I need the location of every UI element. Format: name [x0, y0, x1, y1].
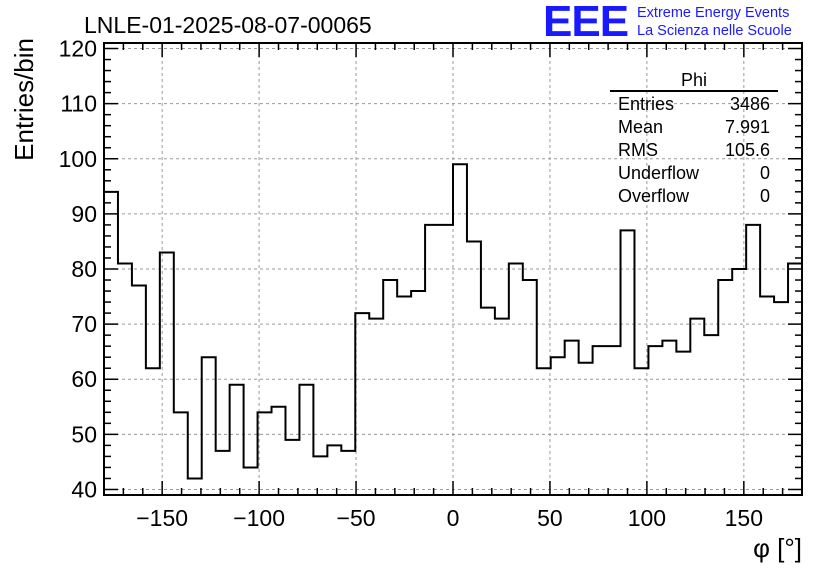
y-tick-label: 80 — [71, 256, 97, 282]
grid-lines — [104, 43, 802, 495]
tick-labels: −150 −100 −50 0 50 100 150 40 50 60 70 80 90 100 110 12… — [59, 36, 763, 531]
logo-line-2: La Scienza nelle Scuole — [637, 23, 792, 39]
stats-value: 0 — [760, 163, 770, 183]
stats-label: Underflow — [618, 163, 700, 183]
y-tick-label: 110 — [60, 91, 97, 117]
stats-title: Phi — [681, 70, 707, 90]
stats-rows: Entries 3486 Mean 7.991 RMS 105.6 Underflow 0 Ov… — [618, 94, 770, 206]
x-tick-label: 0 — [447, 505, 460, 531]
logo-line-1: Extreme Energy Events — [637, 5, 790, 21]
stats-value: 7.991 — [725, 117, 770, 137]
y-tick-label: 90 — [71, 201, 97, 227]
x-tick-label: 100 — [628, 505, 666, 531]
y-tick-label: 120 — [59, 36, 97, 62]
stats-value: 0 — [760, 186, 770, 206]
stats-label: RMS — [618, 140, 658, 160]
stats-value: 105.6 — [725, 140, 770, 160]
y-axis-label: Entries/bin — [9, 38, 39, 161]
stats-label: Mean — [618, 117, 663, 137]
x-tick-label: −150 — [136, 505, 188, 531]
y-tick-label: 70 — [71, 311, 97, 337]
y-tick-label: 100 — [59, 146, 97, 172]
histogram-line — [104, 163, 802, 480]
y-tick-label: 60 — [71, 366, 97, 392]
eee-logo: EEE — [543, 0, 629, 46]
stats-label: Overflow — [618, 186, 690, 206]
x-tick-label: −100 — [233, 505, 285, 531]
axis-ticks — [103, 43, 803, 495]
x-axis-label: φ [°] — [753, 533, 802, 563]
y-tick-label: 50 — [71, 421, 97, 447]
x-tick-label: 150 — [725, 505, 763, 531]
stats-label: Entries — [618, 94, 674, 114]
stats-value: 3486 — [730, 94, 770, 114]
logo-caption: Extreme Energy Events La Scienza nelle S… — [637, 4, 792, 40]
chart-title: LNLE-01-2025-08-07-00065 — [84, 12, 372, 38]
stats-box: Phi Entries 3486 Mean 7.991 RMS 105.6 Underflo… — [610, 70, 778, 206]
x-tick-label: 50 — [537, 505, 563, 531]
x-tick-label: −50 — [337, 505, 376, 531]
y-tick-label: 40 — [71, 476, 97, 502]
